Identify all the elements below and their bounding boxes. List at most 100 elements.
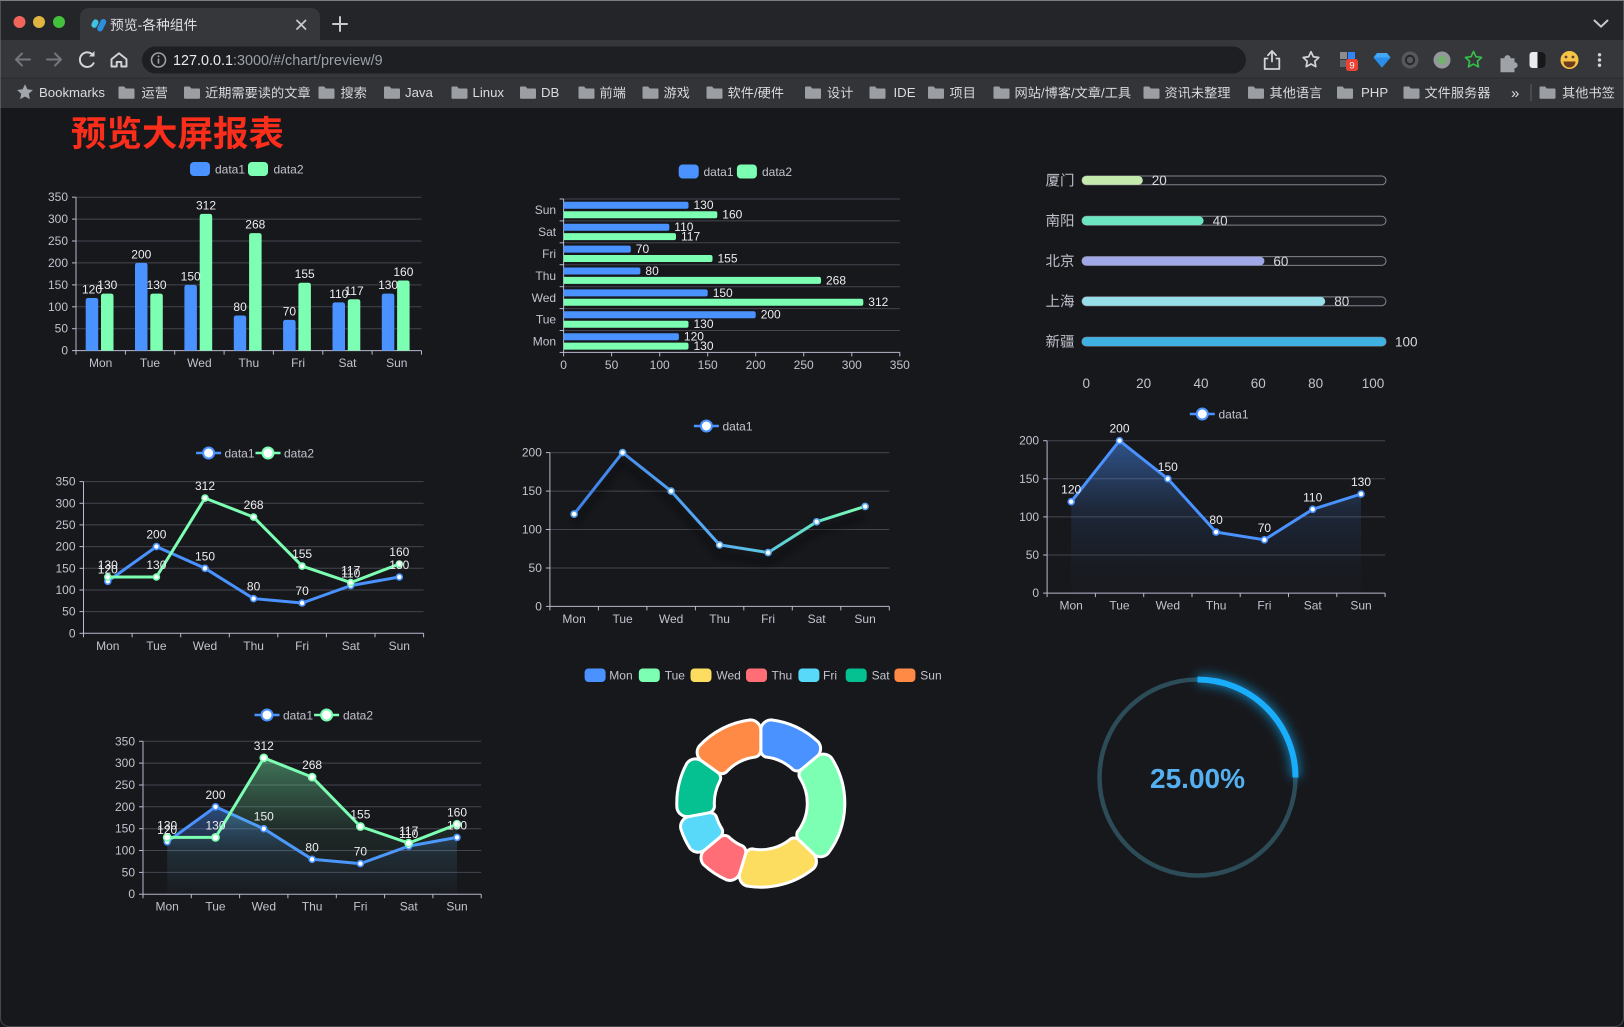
svg-text:250: 250 bbox=[794, 358, 814, 372]
svg-text:350: 350 bbox=[115, 734, 135, 748]
svg-text:350: 350 bbox=[48, 190, 68, 204]
svg-text:50: 50 bbox=[1026, 548, 1040, 562]
svg-text:Wed: Wed bbox=[252, 900, 276, 914]
svg-text:312: 312 bbox=[254, 739, 274, 753]
svg-text:9: 9 bbox=[1349, 60, 1354, 71]
svg-text:60: 60 bbox=[1273, 254, 1288, 269]
svg-text:20: 20 bbox=[1136, 376, 1151, 391]
svg-text:data1: data1 bbox=[283, 708, 313, 722]
svg-text:40: 40 bbox=[1213, 214, 1228, 229]
svg-text:Tue: Tue bbox=[536, 313, 557, 327]
svg-text:data2: data2 bbox=[274, 163, 304, 177]
svg-text:70: 70 bbox=[295, 584, 309, 598]
svg-text:Linux: Linux bbox=[473, 85, 505, 100]
svg-text:0: 0 bbox=[128, 887, 135, 901]
svg-text:Wed: Wed bbox=[532, 291, 556, 305]
svg-text:Fri: Fri bbox=[542, 247, 556, 261]
svg-text:150: 150 bbox=[254, 810, 274, 824]
svg-text:50: 50 bbox=[55, 322, 69, 336]
svg-text:50: 50 bbox=[605, 358, 619, 372]
svg-text:data1: data1 bbox=[704, 165, 734, 179]
svg-text:data1: data1 bbox=[225, 446, 255, 460]
svg-text:160: 160 bbox=[393, 265, 413, 279]
svg-text:Thu: Thu bbox=[238, 356, 259, 370]
svg-text:Sun: Sun bbox=[389, 639, 410, 653]
svg-text:117: 117 bbox=[345, 284, 364, 298]
svg-text:Mon: Mon bbox=[96, 639, 119, 653]
svg-text:130: 130 bbox=[97, 278, 117, 292]
svg-text:150: 150 bbox=[195, 549, 215, 563]
svg-text:Sat: Sat bbox=[808, 612, 827, 626]
svg-text:Thu: Thu bbox=[709, 612, 730, 626]
svg-text:80: 80 bbox=[645, 264, 659, 278]
svg-text:110: 110 bbox=[329, 287, 348, 301]
svg-text:Wed: Wed bbox=[716, 669, 740, 683]
svg-text:Thu: Thu bbox=[1206, 599, 1227, 613]
svg-text:150: 150 bbox=[48, 278, 68, 292]
svg-text:268: 268 bbox=[302, 758, 322, 772]
svg-text:130: 130 bbox=[146, 558, 166, 572]
svg-text:Mon: Mon bbox=[156, 900, 179, 914]
svg-text:117: 117 bbox=[399, 824, 418, 838]
svg-text:0: 0 bbox=[69, 626, 76, 640]
svg-text:0: 0 bbox=[1032, 586, 1039, 600]
svg-text:117: 117 bbox=[681, 230, 700, 244]
svg-text:150: 150 bbox=[55, 561, 75, 575]
svg-text:200: 200 bbox=[146, 528, 166, 542]
svg-text:60: 60 bbox=[1251, 376, 1266, 391]
svg-text:Mon: Mon bbox=[533, 335, 556, 349]
svg-text:IDE: IDE bbox=[894, 85, 916, 100]
svg-text:0: 0 bbox=[61, 344, 68, 358]
svg-text:Wed: Wed bbox=[193, 639, 217, 653]
svg-text:Sun: Sun bbox=[1350, 599, 1371, 613]
svg-text:»: » bbox=[1511, 85, 1519, 102]
svg-text:350: 350 bbox=[890, 358, 910, 372]
svg-text:0: 0 bbox=[1083, 376, 1091, 391]
svg-text:155: 155 bbox=[295, 267, 315, 281]
svg-text:312: 312 bbox=[196, 198, 216, 212]
svg-text:300: 300 bbox=[842, 358, 862, 372]
svg-text:Mon: Mon bbox=[1060, 599, 1083, 613]
svg-text:160: 160 bbox=[389, 545, 409, 559]
svg-text:120: 120 bbox=[98, 562, 118, 576]
svg-text:Tue: Tue bbox=[665, 669, 686, 683]
svg-text:data2: data2 bbox=[284, 446, 314, 460]
svg-text:70: 70 bbox=[636, 242, 650, 256]
svg-text:150: 150 bbox=[1158, 460, 1178, 474]
svg-text:150: 150 bbox=[115, 822, 135, 836]
svg-text:160: 160 bbox=[447, 805, 467, 819]
svg-text:80: 80 bbox=[247, 580, 261, 594]
svg-text:50: 50 bbox=[529, 561, 543, 575]
svg-text:Tue: Tue bbox=[140, 356, 161, 370]
svg-text:120: 120 bbox=[82, 283, 102, 297]
svg-text:160: 160 bbox=[722, 208, 742, 222]
svg-text:Fri: Fri bbox=[295, 639, 309, 653]
svg-text:130: 130 bbox=[98, 558, 118, 572]
svg-text:0: 0 bbox=[535, 599, 542, 613]
svg-text:80: 80 bbox=[1308, 376, 1323, 391]
svg-text:Thu: Thu bbox=[302, 900, 323, 914]
svg-text:Fri: Fri bbox=[291, 356, 305, 370]
svg-text:120: 120 bbox=[1061, 483, 1081, 497]
svg-text:Tue: Tue bbox=[1109, 599, 1130, 613]
svg-text:100: 100 bbox=[522, 523, 542, 537]
svg-text:Fri: Fri bbox=[761, 612, 775, 626]
svg-text:Wed: Wed bbox=[659, 612, 683, 626]
svg-text:100: 100 bbox=[55, 583, 75, 597]
svg-text:300: 300 bbox=[48, 212, 68, 226]
svg-text:80: 80 bbox=[1209, 513, 1223, 527]
svg-text:110: 110 bbox=[399, 827, 418, 841]
svg-text:Thu: Thu bbox=[535, 269, 556, 283]
svg-text:data1: data1 bbox=[215, 163, 245, 177]
svg-text:data2: data2 bbox=[343, 708, 373, 722]
svg-text:PHP: PHP bbox=[1361, 85, 1388, 100]
svg-text:100: 100 bbox=[48, 300, 68, 314]
svg-text:Sun: Sun bbox=[920, 669, 941, 683]
svg-text:312: 312 bbox=[868, 295, 888, 309]
svg-text:250: 250 bbox=[115, 778, 135, 792]
svg-text:Mon: Mon bbox=[609, 669, 632, 683]
svg-text:Thu: Thu bbox=[243, 639, 264, 653]
svg-text:50: 50 bbox=[62, 605, 76, 619]
svg-text:250: 250 bbox=[55, 518, 75, 532]
svg-text:0: 0 bbox=[560, 358, 567, 372]
